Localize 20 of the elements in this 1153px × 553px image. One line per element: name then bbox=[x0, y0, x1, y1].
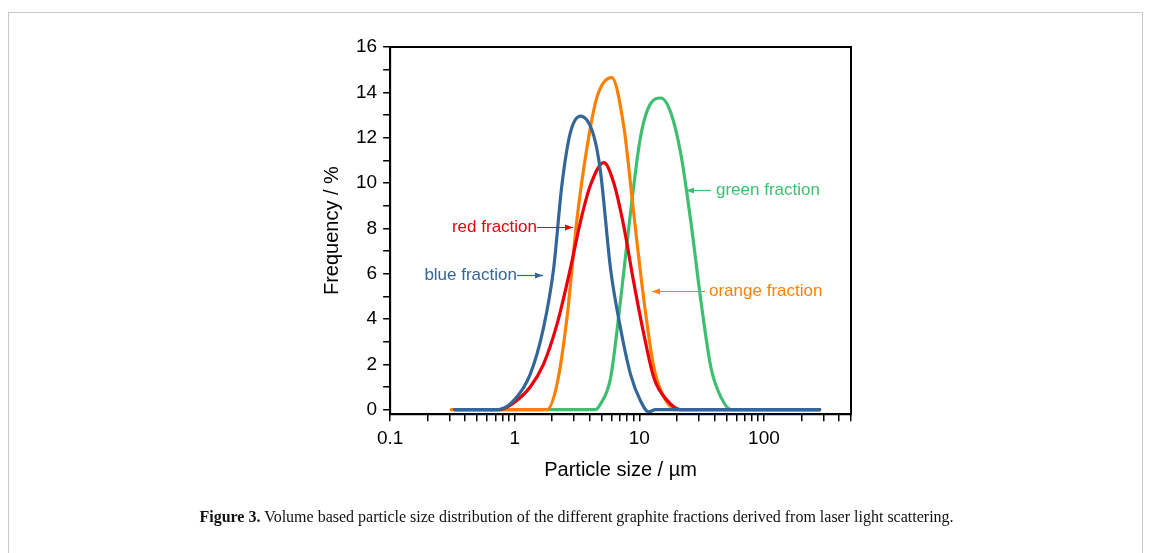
y-tick-label: 16 bbox=[355, 35, 378, 57]
y-tick-label: 10 bbox=[355, 171, 378, 193]
x-axis-title: Particle size / µm bbox=[544, 457, 697, 480]
y-tick-label: 6 bbox=[366, 261, 378, 283]
annotation: red fraction bbox=[451, 217, 537, 237]
annotation: orange fraction bbox=[709, 281, 823, 301]
y-tick-label: 4 bbox=[366, 307, 378, 329]
x-tick-label: 100 bbox=[748, 426, 780, 448]
x-tick-label: 0.1 bbox=[376, 426, 404, 448]
y-tick-label: 2 bbox=[366, 352, 378, 374]
caption: Figure 3. Volume based particle size distribution of the different graphite fractions derived from laser light scattering. bbox=[198, 508, 955, 526]
y-tick-label: 0 bbox=[366, 397, 378, 419]
annotation: blue fraction bbox=[424, 265, 517, 285]
y-tick-label: 12 bbox=[355, 125, 378, 147]
annotation: green fraction bbox=[716, 180, 820, 200]
x-tick-label: 1 bbox=[509, 426, 521, 448]
y-axis-title: Frequency / % bbox=[319, 165, 342, 296]
y-tick-label: 14 bbox=[355, 80, 378, 102]
y-tick-label: 8 bbox=[366, 216, 378, 238]
x-tick-label: 10 bbox=[628, 426, 650, 448]
